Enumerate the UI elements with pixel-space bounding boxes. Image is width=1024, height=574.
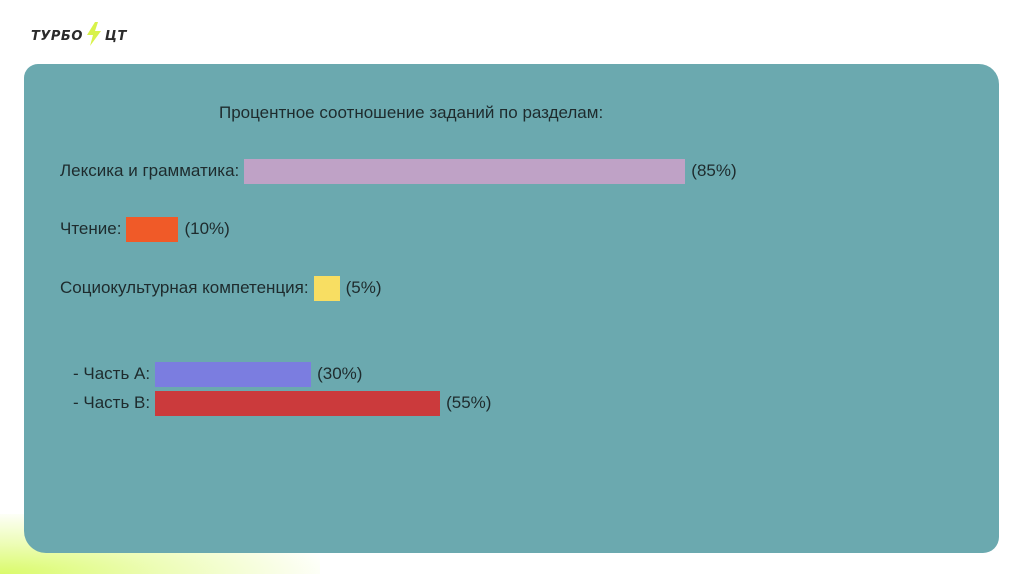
bar-label: Социокультурная компетенция: <box>60 278 309 297</box>
bar-value-label: (5%) <box>345 278 382 297</box>
chart-title: Процентное соотношение заданий по раздел… <box>219 103 604 122</box>
bar-row: - Часть В: (55%) <box>73 390 491 416</box>
bar-value-label: (85%) <box>691 161 737 180</box>
bar-label: Чтение: <box>60 219 122 238</box>
bar-value-label: (30%) <box>317 364 363 383</box>
bar-row: Лексика и грамматика: (85%) <box>60 158 737 184</box>
bar <box>126 216 179 242</box>
bar-label: - Часть В: <box>73 393 151 412</box>
bar-label: - Часть А: <box>73 364 151 383</box>
bar-row: Чтение: (10%) <box>60 216 230 242</box>
bar-value-label: (10%) <box>184 219 230 238</box>
logo-text-right: ЦТ <box>104 28 127 44</box>
turbo-ct-logo: ТУРБО ЦТ <box>31 22 127 50</box>
bar <box>155 390 441 416</box>
chart-panel <box>24 64 999 553</box>
bar-row: Социокультурная компетенция: (5%) <box>60 275 382 301</box>
logo-text-left: ТУРБО <box>31 28 83 44</box>
bar-value-label: (55%) <box>446 393 492 412</box>
bar-label: Лексика и грамматика: <box>60 161 240 180</box>
bar <box>313 275 340 301</box>
lightning-icon <box>86 22 102 50</box>
bar <box>244 158 686 184</box>
bar-row: - Часть А: (30%) <box>73 361 362 387</box>
bar <box>155 361 312 387</box>
